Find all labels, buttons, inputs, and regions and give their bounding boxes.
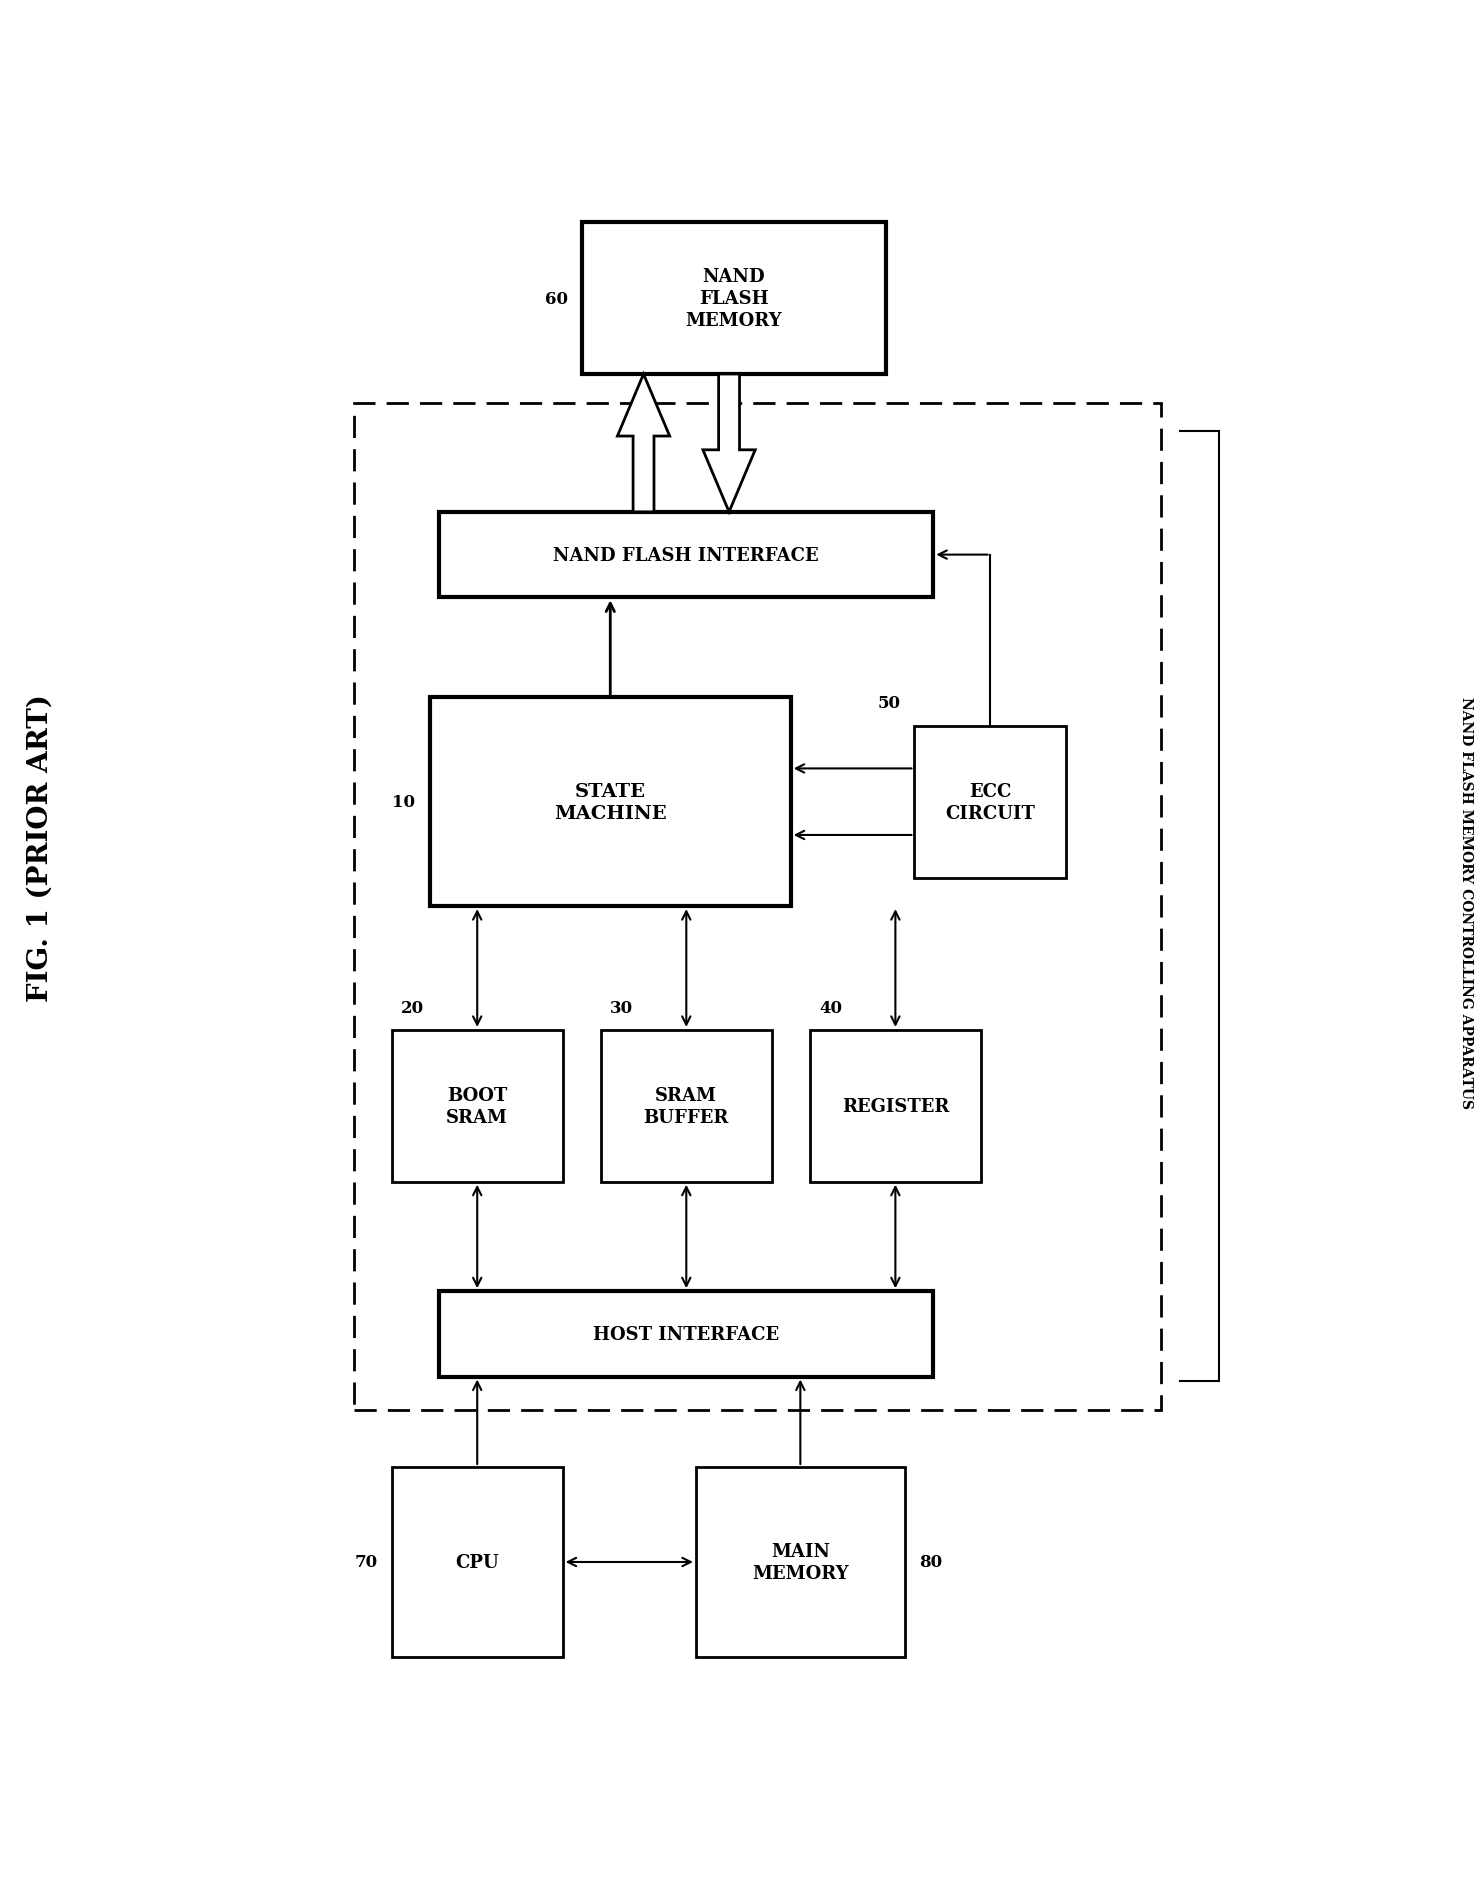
Text: 30: 30 (611, 998, 633, 1015)
Text: FIG. 1 (PRIOR ART): FIG. 1 (PRIOR ART) (27, 694, 53, 1002)
Text: 20: 20 (401, 998, 425, 1015)
Bar (581, 224, 886, 374)
Text: ECC
CIRCUIT: ECC CIRCUIT (945, 782, 1035, 822)
Bar (392, 1466, 563, 1656)
Text: 40: 40 (819, 998, 842, 1015)
Bar (440, 513, 934, 598)
Text: BOOT
SRAM: BOOT SRAM (447, 1087, 509, 1126)
Text: NAND FLASH MEMORY CONTROLLING APPARATUS: NAND FLASH MEMORY CONTROLLING APPARATUS (1459, 697, 1472, 1109)
Text: CPU: CPU (456, 1553, 499, 1572)
Bar (696, 1466, 904, 1656)
Text: 60: 60 (544, 290, 568, 306)
Text: HOST INTERFACE: HOST INTERFACE (593, 1325, 779, 1342)
Bar (600, 1030, 771, 1183)
Text: MAIN
MEMORY: MAIN MEMORY (752, 1542, 848, 1583)
Text: 50: 50 (878, 696, 900, 713)
Text: STATE
MACHINE: STATE MACHINE (555, 782, 667, 822)
Bar (429, 697, 791, 906)
Text: 80: 80 (919, 1553, 943, 1570)
Text: SRAM
BUFFER: SRAM BUFFER (643, 1087, 729, 1126)
Text: 70: 70 (354, 1553, 378, 1570)
Text: 10: 10 (392, 793, 416, 810)
Bar (354, 404, 1161, 1410)
Bar (392, 1030, 563, 1183)
Text: REGISTER: REGISTER (842, 1098, 948, 1115)
Bar (810, 1030, 981, 1183)
Bar (914, 726, 1066, 878)
Text: NAND FLASH INTERFACE: NAND FLASH INTERFACE (553, 547, 819, 564)
Polygon shape (704, 374, 755, 513)
Text: NAND
FLASH
MEMORY: NAND FLASH MEMORY (686, 267, 782, 331)
Polygon shape (618, 374, 670, 513)
Bar (440, 1292, 934, 1376)
